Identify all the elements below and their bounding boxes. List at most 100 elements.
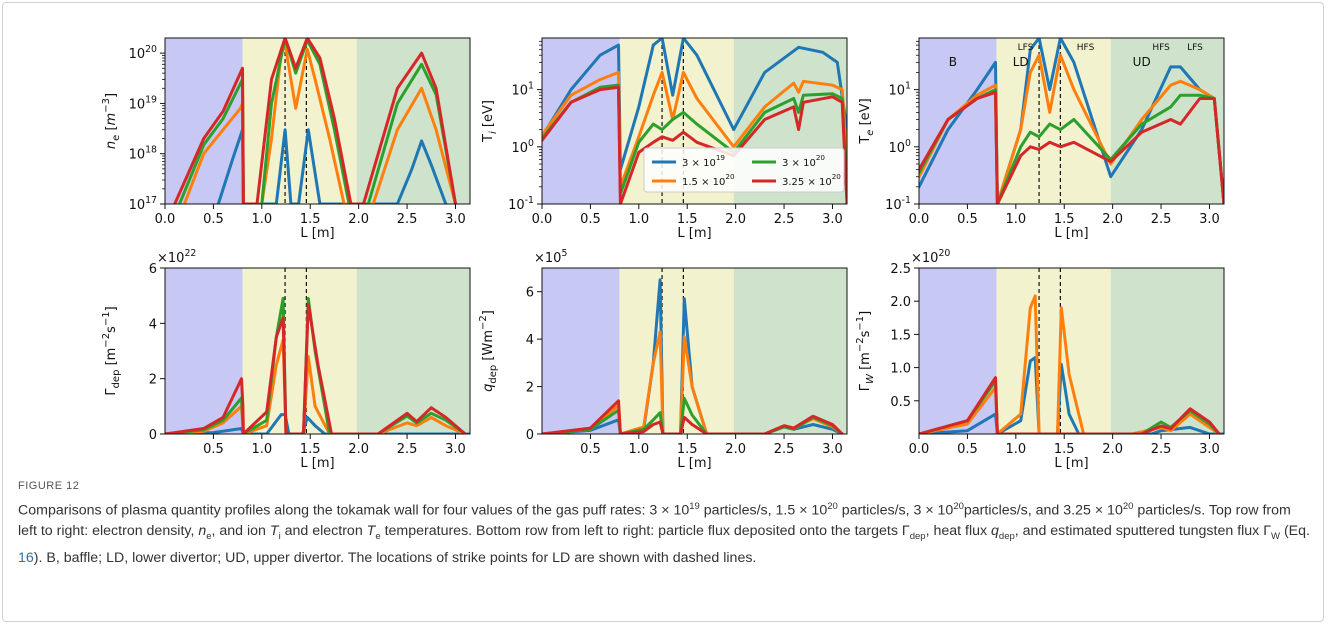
caption-fragment: ). B, baffle; LD, lower divertor; UD, up… — [33, 549, 757, 566]
y-axis-label: qdep [Wm−2] — [478, 310, 499, 392]
y-axis-label: Te [eV] — [858, 98, 876, 144]
series-group — [165, 296, 470, 434]
y-tick-label: 10-1 — [508, 195, 534, 213]
figure-caption: Comparisons of plasma quantity profiles … — [18, 497, 1313, 568]
series-line-0 — [919, 38, 1224, 204]
caption-fragment: 19 — [689, 501, 700, 512]
y-tick-label: 1.0 — [890, 362, 911, 377]
caption-fragment: particles/s. Top row from left to right:… — [18, 502, 1291, 540]
region-label-lfs1: LFS — [1018, 43, 1034, 53]
x-tick-label: 2.0 — [348, 212, 369, 227]
x-tick-label: 1.0 — [1005, 212, 1026, 227]
x-tick-label: 1.5 — [677, 212, 698, 227]
x-tick-label: 2.0 — [725, 212, 746, 227]
x-tick-label: 0.5 — [203, 212, 224, 227]
region-b-band — [919, 268, 997, 434]
y-tick-label: 0.5 — [890, 395, 911, 410]
x-tick-label: 3.0 — [1199, 212, 1220, 227]
region-label-hfs1: HFS — [1077, 43, 1095, 53]
x-axis-label: L [m] — [300, 226, 334, 241]
y-tick-label: 4 — [149, 317, 157, 332]
x-tick-label: 0.0 — [532, 212, 553, 227]
chart-panel-ti: 0.0 0.5 1.0 1.5 2.0 2.5 3.0 L [m] 10-1 100 101 Ti [… — [481, 37, 848, 241]
region-label-ud: UD — [1133, 55, 1151, 69]
caption-fragment: , heat flux — [925, 523, 992, 540]
caption-fragment: T — [269, 523, 279, 540]
region-ud-band — [733, 268, 847, 434]
series-line-1 — [919, 53, 1224, 204]
x-tick-label: 1.0 — [251, 212, 272, 227]
y-tick-label: 2 — [526, 381, 534, 396]
x-tick-label: 1.5 — [677, 442, 698, 457]
region-label-b: B — [949, 55, 957, 69]
region-ud-band — [356, 268, 470, 434]
x-axis-label: L [m] — [1054, 226, 1088, 241]
caption-fragment: Comparisons of plasma quantity profiles … — [18, 502, 690, 519]
caption-fragment: 20 — [953, 501, 964, 512]
y-axis-label: ΓW [m−2s−1] — [855, 311, 876, 391]
series-group — [173, 38, 457, 204]
x-tick-label: 1.5 — [1054, 212, 1075, 227]
caption-fragment: dep — [998, 531, 1015, 543]
caption-fragment: particles/s, 1.5 × 10 — [699, 502, 828, 519]
series-line-3 — [542, 85, 847, 204]
x-tick-label: 1.5 — [300, 212, 321, 227]
chart-panel-gdep: 0.5 1.0 1.5 2.0 2.5 3.0 L [m] 0 2 4 6×1022 Γdep [m−… — [101, 248, 471, 471]
x-tick-label: 3.0 — [1199, 442, 1220, 457]
y-axis-multiplier: ×1022 — [157, 248, 196, 266]
y-tick-label: 0 — [149, 428, 157, 443]
x-tick-label: 1.0 — [1005, 442, 1026, 457]
series-line-3 — [173, 38, 457, 204]
y-tick-label: 1.5 — [890, 328, 911, 343]
equation-link[interactable]: 16 — [18, 549, 34, 566]
series-line-0 — [542, 38, 847, 172]
caption-fragment: temperatures. Bottom row from left to ri… — [380, 523, 910, 540]
series-group — [919, 38, 1224, 204]
x-tick-label: 0.5 — [580, 212, 601, 227]
region-ud-band — [1110, 268, 1224, 434]
series-line-3 — [919, 376, 1221, 434]
legend-entry-label: 3.25 × 1020 — [782, 172, 841, 188]
figure-plots: 0.0 0.5 1.0 1.5 2.0 2.5 3.0 L [m] 1017 1018 1019 10… — [101, 37, 1225, 471]
caption-fragment: T — [366, 523, 376, 540]
figure-label: FIGURE 12 — [18, 480, 80, 492]
chart-panel-ne: 0.0 0.5 1.0 1.5 2.0 2.5 3.0 L [m] 1017 1018 1019 10… — [101, 37, 471, 241]
figure-caption-block: FIGURE 12 Comparisons of plasma quantity… — [18, 480, 1313, 568]
caption-fragment: 20 — [827, 501, 838, 512]
caption-fragment: and electron — [280, 523, 367, 540]
caption-fragment: dep — [909, 531, 926, 543]
y-axis-multiplier: ×1020 — [911, 248, 950, 266]
x-axis-label: L [m] — [300, 456, 334, 471]
x-tick-label: 2.5 — [774, 212, 795, 227]
x-tick-label: 0.5 — [957, 442, 978, 457]
region-label-ld: LD — [1013, 55, 1029, 69]
x-tick-label: 0.0 — [155, 212, 176, 227]
region-ld-band — [619, 268, 734, 434]
axes-frame — [541, 37, 848, 205]
chart-panel-te: 0.0 0.5 1.0 1.5 2.0 2.5 3.0 L [m] 10-1 100 101 Te [… — [858, 37, 1225, 241]
y-tick-label: 6 — [149, 262, 157, 277]
legend-entry-label: 3 × 1020 — [782, 153, 825, 169]
y-tick-label: 101 — [889, 81, 912, 99]
y-tick-label: 2.0 — [890, 295, 911, 310]
x-axis-label: L [m] — [677, 456, 711, 471]
y-tick-label: 4 — [526, 333, 534, 348]
caption-fragment: i — [278, 531, 281, 543]
y-tick-label: 10-1 — [885, 195, 911, 213]
caption-fragment: , and estimated sputtered tungsten flux … — [1014, 523, 1272, 540]
caption-fragment: W — [1271, 531, 1280, 543]
x-tick-label: 3.0 — [822, 212, 843, 227]
y-tick-label: 101 — [512, 81, 535, 99]
axes-frame — [541, 267, 848, 435]
x-tick-label: 3.0 — [445, 212, 466, 227]
series-line-1 — [542, 70, 847, 189]
x-tick-label: 0.5 — [957, 212, 978, 227]
chart-panel-qdep: 0.5 1.0 1.5 2.0 2.5 3.0 L [m] 0 2 4 6 ×105 qdep [Wm−… — [478, 248, 848, 471]
series-line-1 — [182, 42, 457, 204]
x-tick-label: 1.0 — [628, 212, 649, 227]
caption-fragment: , and ion — [211, 523, 270, 540]
x-tick-label: 1.5 — [300, 442, 321, 457]
y-tick-label: 0 — [526, 428, 534, 443]
x-tick-label: 2.5 — [774, 442, 795, 457]
